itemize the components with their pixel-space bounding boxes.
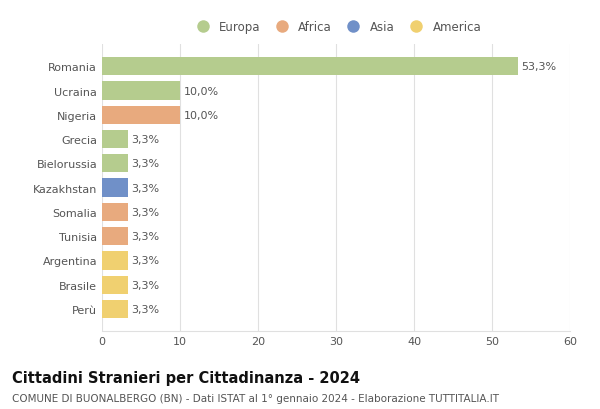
Bar [102,130,128,149]
Bar [102,82,180,100]
Bar [102,58,518,76]
Text: 3,3%: 3,3% [131,231,160,242]
Text: 10,0%: 10,0% [184,110,219,121]
Text: 3,3%: 3,3% [131,183,160,193]
Bar [102,252,128,270]
Text: 3,3%: 3,3% [131,280,160,290]
Bar [102,106,180,125]
Bar [102,203,128,221]
Text: 3,3%: 3,3% [131,207,160,217]
Bar [102,276,128,294]
Text: 10,0%: 10,0% [184,86,219,96]
Bar [102,227,128,246]
Bar [102,179,128,197]
Bar [102,155,128,173]
Legend: Europa, Africa, Asia, America: Europa, Africa, Asia, America [186,16,486,39]
Text: 3,3%: 3,3% [131,135,160,145]
Text: COMUNE DI BUONALBERGO (BN) - Dati ISTAT al 1° gennaio 2024 - Elaborazione TUTTIT: COMUNE DI BUONALBERGO (BN) - Dati ISTAT … [12,393,499,403]
Text: 3,3%: 3,3% [131,304,160,314]
Text: 3,3%: 3,3% [131,256,160,266]
Text: 3,3%: 3,3% [131,159,160,169]
Bar [102,300,128,318]
Text: 53,3%: 53,3% [521,62,557,72]
Text: Cittadini Stranieri per Cittadinanza - 2024: Cittadini Stranieri per Cittadinanza - 2… [12,370,360,385]
